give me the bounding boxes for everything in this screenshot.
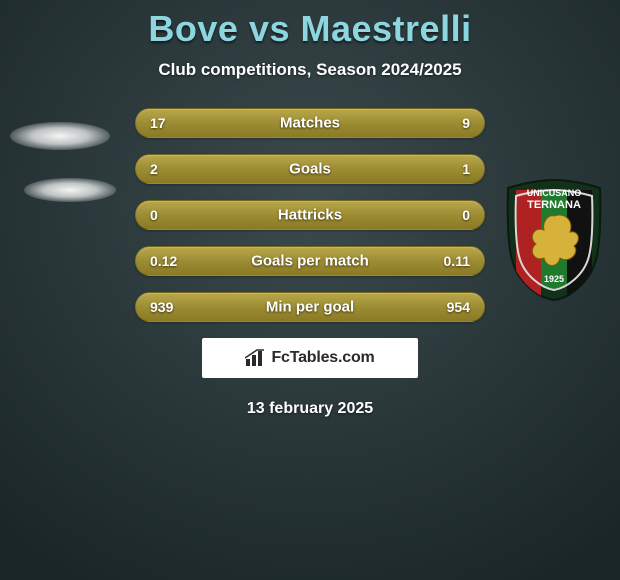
player-photo-placeholder xyxy=(24,178,116,202)
stat-label: Min per goal xyxy=(266,299,354,316)
player-photo-placeholder xyxy=(10,122,110,150)
comparison-subtitle: Club competitions, Season 2024/2025 xyxy=(0,60,620,80)
crest-text-mid: TERNANA xyxy=(527,199,581,211)
stat-left-value: 2 xyxy=(150,161,158,177)
comparison-date: 13 february 2025 xyxy=(0,400,620,418)
stat-bar: 939 Min per goal 954 xyxy=(135,292,485,322)
stat-right-value: 0.11 xyxy=(444,253,470,269)
stat-label: Matches xyxy=(280,115,340,132)
stat-right-value: 0 xyxy=(462,207,470,223)
crest-text-year: 1925 xyxy=(544,274,564,284)
watermark-text: FcTables.com xyxy=(271,349,374,367)
stat-left-value: 939 xyxy=(150,299,173,315)
stat-right-value: 954 xyxy=(447,299,470,315)
stat-bar: 0.12 Goals per match 0.11 xyxy=(135,246,485,276)
stat-bar: 0 Hattricks 0 xyxy=(135,200,485,230)
fctables-watermark: FcTables.com xyxy=(202,338,418,378)
stat-label: Goals per match xyxy=(251,253,369,270)
team-crest-ternana: UNICUSANO TERNANA 1925 xyxy=(504,178,604,302)
stat-bar: 17 Matches 9 xyxy=(135,108,485,138)
comparison-title: Bove vs Maestrelli xyxy=(0,8,620,50)
stat-bars: 17 Matches 9 2 Goals 1 0 Hattricks 0 0.12 Goals pe… xyxy=(135,108,485,322)
stat-label: Hattricks xyxy=(278,207,342,224)
stat-left-value: 0 xyxy=(150,207,158,223)
stat-left-value: 0.12 xyxy=(150,253,177,269)
bar-chart-icon xyxy=(245,349,267,367)
stat-right-value: 9 xyxy=(462,115,470,131)
stat-label: Goals xyxy=(289,161,331,178)
stat-right-value: 1 xyxy=(462,161,470,177)
stat-bar: 2 Goals 1 xyxy=(135,154,485,184)
crest-text-top: UNICUSANO xyxy=(527,188,582,198)
stat-left-value: 17 xyxy=(150,115,166,131)
